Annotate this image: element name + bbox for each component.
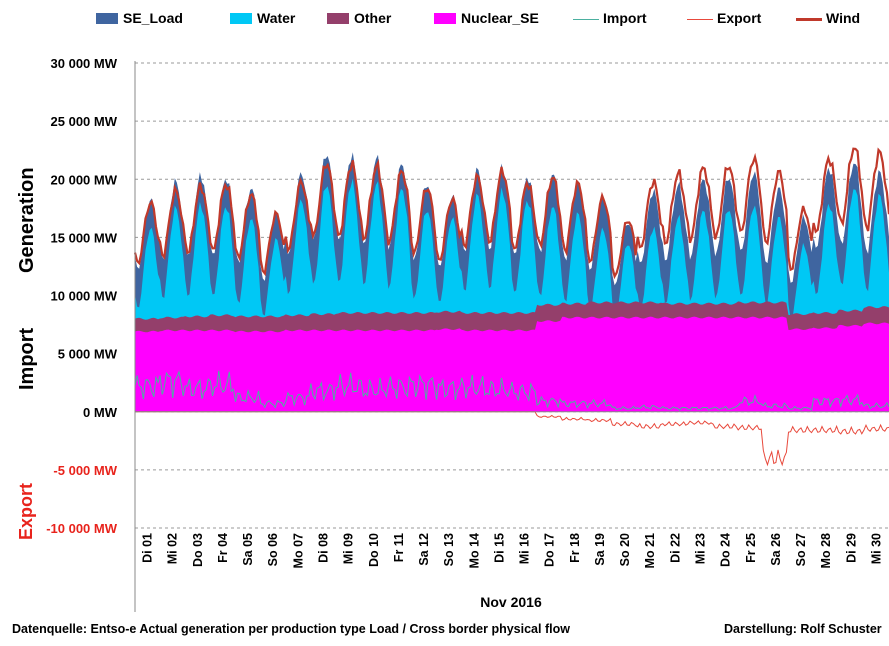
x-tick-label: Sa 19	[593, 533, 607, 566]
legend-label-se-load: SE_Load	[123, 10, 183, 26]
y-tick-label: -10 000 MW	[46, 521, 118, 536]
x-tick-label: So 27	[794, 533, 808, 566]
x-tick-label: Sa 12	[417, 533, 431, 566]
x-tick-label: Fr 18	[568, 533, 582, 563]
credit-note: Darstellung: Rolf Schuster	[724, 622, 882, 636]
y-tick-label: 10 000 MW	[51, 289, 118, 304]
area-nuclear-se	[135, 316, 889, 412]
area-series-layer	[135, 152, 889, 412]
x-tick-label: Do 03	[191, 533, 205, 567]
x-tick-label: Di 29	[844, 533, 858, 563]
generation-axis-label: Generation	[16, 167, 38, 273]
legend-swatch-export	[687, 18, 713, 20]
x-tick-label: Mi 09	[342, 533, 356, 564]
y-tick-label: 0 MW	[83, 405, 118, 420]
y-tick-label: 25 000 MW	[51, 114, 118, 129]
x-tick-labels: Di 01 Mi 02 Do 03 Fr 04 Sa 05 So 06 Mo 07 Di 08…	[141, 533, 884, 568]
x-tick-label: Mi 02	[166, 533, 180, 564]
legend-swatch-wind	[796, 17, 822, 21]
x-tick-label: Do 10	[367, 533, 381, 567]
x-tick-label: Mo 28	[819, 533, 833, 568]
x-tick-label: Mo 21	[643, 533, 657, 568]
y-tick-labels: 30 000 MW 25 000 MW 20 000 MW 15 000 MW 10 0…	[46, 56, 118, 536]
x-tick-label: Do 24	[719, 533, 733, 567]
x-tick-label: Do 17	[543, 533, 557, 567]
x-tick-label: Sa 05	[241, 533, 255, 566]
legend-swatch-se-load	[96, 13, 118, 24]
legend: SE_Load Water Other Nuclear_SE Import Export W…	[0, 8, 889, 30]
x-axis-label: Nov 2016	[480, 594, 542, 610]
x-tick-label: Fr 11	[392, 533, 406, 562]
line-export	[135, 411, 889, 467]
line-import	[134, 370, 889, 411]
x-tick-label: So 20	[618, 533, 632, 566]
legend-label-import: Import	[603, 10, 647, 26]
y-tick-label: 15 000 MW	[51, 230, 118, 245]
y-tick-label: 5 000 MW	[58, 347, 118, 362]
source-note: Datenquelle: Entso-e Actual generation p…	[12, 622, 570, 636]
x-tick-label: Fr 04	[216, 533, 230, 563]
x-tick-label: Mi 30	[869, 533, 883, 564]
legend-label-export: Export	[717, 10, 762, 26]
y-tick-label: -5 000 MW	[53, 463, 117, 478]
x-tick-label: Di 15	[492, 533, 506, 563]
x-tick-label: Di 22	[668, 533, 682, 563]
x-tick-label: So 13	[442, 533, 456, 566]
y-tick-label: 30 000 MW	[51, 56, 118, 71]
x-tick-label: Mi 16	[518, 533, 532, 564]
import-axis-label: Import	[16, 327, 38, 390]
axes	[134, 61, 889, 612]
legend-label-wind: Wind	[826, 10, 861, 26]
legend-label-nuclear-se: Nuclear_SE	[461, 10, 539, 26]
legend-label-water: Water	[257, 10, 296, 26]
x-tick-label: Fr 25	[744, 533, 758, 563]
x-tick-label: Mo 14	[467, 533, 481, 568]
y-tick-label: 20 000 MW	[51, 172, 118, 187]
x-tick-label: Sa 26	[769, 533, 783, 566]
legend-swatch-water	[230, 13, 252, 24]
legend-swatch-import	[573, 18, 599, 20]
line-wind	[133, 147, 889, 280]
x-tick-label: Di 01	[141, 533, 155, 563]
x-tick-label: Mi 23	[694, 533, 708, 564]
legend-swatch-nuclear-se	[434, 13, 456, 24]
legend-label-other: Other	[354, 10, 392, 26]
x-tick-label: Di 08	[317, 533, 331, 563]
x-tick-label: Mo 07	[291, 533, 305, 568]
legend-swatch-other	[327, 13, 349, 24]
x-tick-label: So 06	[266, 533, 280, 566]
export-axis-label: Export	[16, 482, 36, 540]
